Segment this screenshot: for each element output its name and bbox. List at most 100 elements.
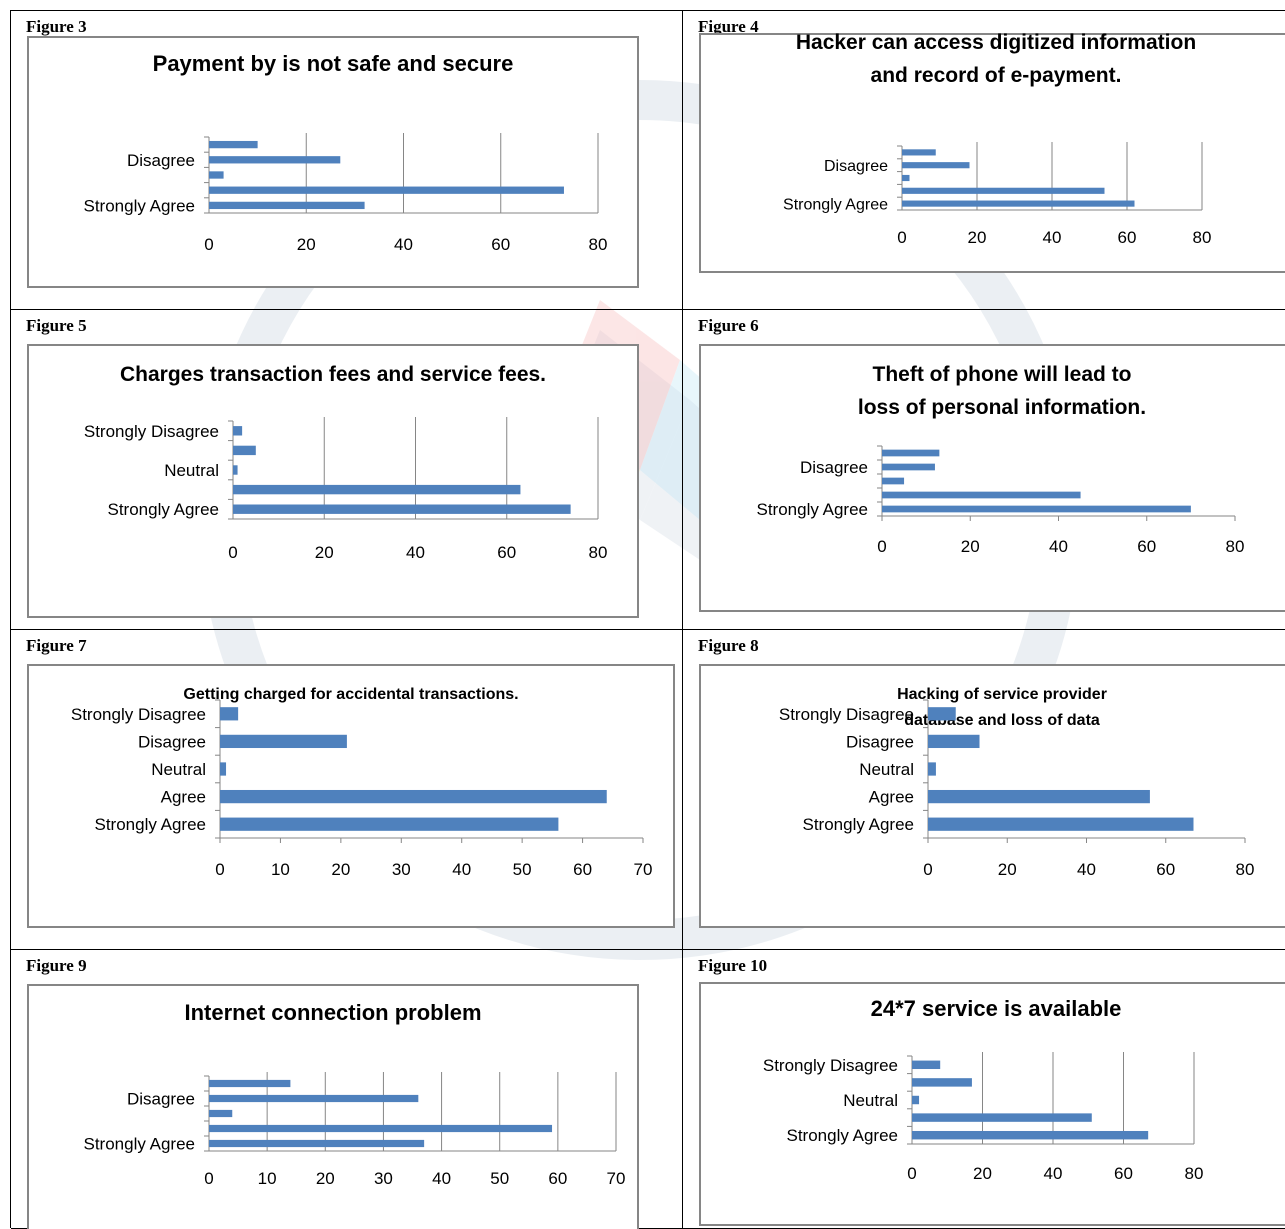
chart-title: 24*7 service is available <box>871 996 1122 1021</box>
figure-cell: Figure 10 24*7 service is available Strong… <box>683 950 1285 1229</box>
tick-label: 60 <box>1137 537 1156 556</box>
figure-cell: Figure 4 Hacker can access digitized info… <box>683 11 1285 310</box>
tick-label: 80 <box>1193 228 1212 247</box>
category-label: Strongly Agree <box>802 815 914 834</box>
category-label: Strongly Agree <box>786 1126 898 1145</box>
tick-label: 20 <box>968 228 987 247</box>
chart-frame <box>699 344 1285 612</box>
figure-label: Figure 9 <box>26 956 87 975</box>
bar <box>912 1078 972 1087</box>
bar <box>233 484 521 495</box>
bar <box>220 707 239 721</box>
tick-label: 20 <box>315 543 334 562</box>
bar <box>209 140 258 149</box>
bar <box>902 162 970 169</box>
tick-label: 40 <box>1043 228 1062 247</box>
bar <box>209 1124 553 1133</box>
bar <box>902 174 910 182</box>
tick-label: 30 <box>392 860 411 879</box>
bar <box>912 1113 1092 1122</box>
bar <box>928 734 980 749</box>
tick-label: 60 <box>491 235 510 254</box>
figure-label: Figure 8 <box>698 636 759 655</box>
tick-label: 0 <box>877 537 886 556</box>
tick-label: 80 <box>589 235 608 254</box>
tick-label: 20 <box>973 1164 992 1183</box>
tick-label: 80 <box>1236 860 1255 879</box>
bar <box>220 789 607 804</box>
tick-label: 10 <box>258 1169 277 1188</box>
chart-frame <box>699 33 1285 273</box>
chart-frame <box>27 984 639 1229</box>
category-label: Strongly Agree <box>756 500 868 519</box>
tick-label: 60 <box>497 543 516 562</box>
tick-label: 30 <box>374 1169 393 1188</box>
tick-label: 20 <box>998 860 1017 879</box>
bar <box>912 1130 1149 1140</box>
tick-label: 0 <box>897 228 906 247</box>
tick-label: 60 <box>1114 1164 1133 1183</box>
bar <box>928 789 1150 804</box>
tick-label: 0 <box>215 860 224 879</box>
bar <box>220 762 227 776</box>
bar <box>882 505 1191 513</box>
tick-label: 50 <box>490 1169 509 1188</box>
tick-label: 60 <box>548 1169 567 1188</box>
category-label: Disagree <box>127 1090 195 1109</box>
category-label: Agree <box>869 788 914 807</box>
tick-label: 0 <box>923 860 932 879</box>
tick-label: 0 <box>204 1169 213 1188</box>
chart-frame <box>27 344 639 618</box>
figure-label: Figure 10 <box>698 956 768 975</box>
chart-title: Internet connection problem <box>184 1000 481 1025</box>
figure-cell: Figure 3 Payment by is not safe and secur… <box>11 11 683 310</box>
bar-chart: Theft of phone will lead to loss of perso… <box>699 344 1285 612</box>
category-label: Disagree <box>127 151 195 170</box>
bar-chart: Hacker can access digitized information a… <box>699 31 1285 273</box>
category-label: Neutral <box>151 760 206 779</box>
bar-chart: Hacking of service provider database and … <box>699 664 1285 928</box>
figure-label: Figure 3 <box>26 17 87 36</box>
bar <box>209 186 564 194</box>
bar-chart: Payment by is not safe and secure Strongl… <box>27 36 639 288</box>
tick-label: 70 <box>634 860 653 879</box>
bar <box>882 449 940 457</box>
bar <box>912 1060 941 1070</box>
bar <box>882 463 935 471</box>
bar <box>209 1094 419 1103</box>
tick-label: 40 <box>432 1169 451 1188</box>
bar-chart: 24*7 service is available Strongly Agree N… <box>699 982 1285 1226</box>
chart-title: Theft of phone will lead to loss of perso… <box>858 363 1146 419</box>
bar <box>882 491 1081 499</box>
category-label: Strongly Agree <box>94 815 206 834</box>
tick-label: 50 <box>513 860 532 879</box>
chart-title: Hacker can access digitized information a… <box>796 31 1196 87</box>
tick-label: 40 <box>1077 860 1096 879</box>
bar <box>912 1095 920 1105</box>
category-label: Strongly Agree <box>83 196 195 215</box>
chart-frame <box>699 982 1285 1226</box>
tick-label: 20 <box>297 235 316 254</box>
category-label: Strongly Agree <box>83 1135 195 1154</box>
tick-label: 0 <box>907 1164 916 1183</box>
figure-cell: Figure 5 Charges transaction fees and ser… <box>11 310 683 630</box>
category-label: Neutral <box>859 760 914 779</box>
bar <box>233 504 571 514</box>
tick-label: 0 <box>204 235 213 254</box>
category-label: Neutral <box>843 1091 898 1110</box>
figure-label: Figure 7 <box>26 636 87 655</box>
tick-label: 80 <box>1226 537 1245 556</box>
figure-label: Figure 4 <box>698 17 759 36</box>
tick-label: 40 <box>1044 1164 1063 1183</box>
bar <box>928 707 956 721</box>
bar <box>220 734 347 749</box>
bar <box>209 171 224 179</box>
category-label: Strongly Disagree <box>71 705 206 724</box>
bar <box>882 477 905 485</box>
bar <box>220 817 559 831</box>
category-label: Strongly Agree <box>783 197 888 214</box>
tick-label: 80 <box>1185 1164 1204 1183</box>
figure-label: Figure 6 <box>698 316 759 335</box>
figure-cell: Figure 6 Theft of phone will lead to loss … <box>683 310 1285 630</box>
category-label: Strongly Disagree <box>779 705 914 724</box>
